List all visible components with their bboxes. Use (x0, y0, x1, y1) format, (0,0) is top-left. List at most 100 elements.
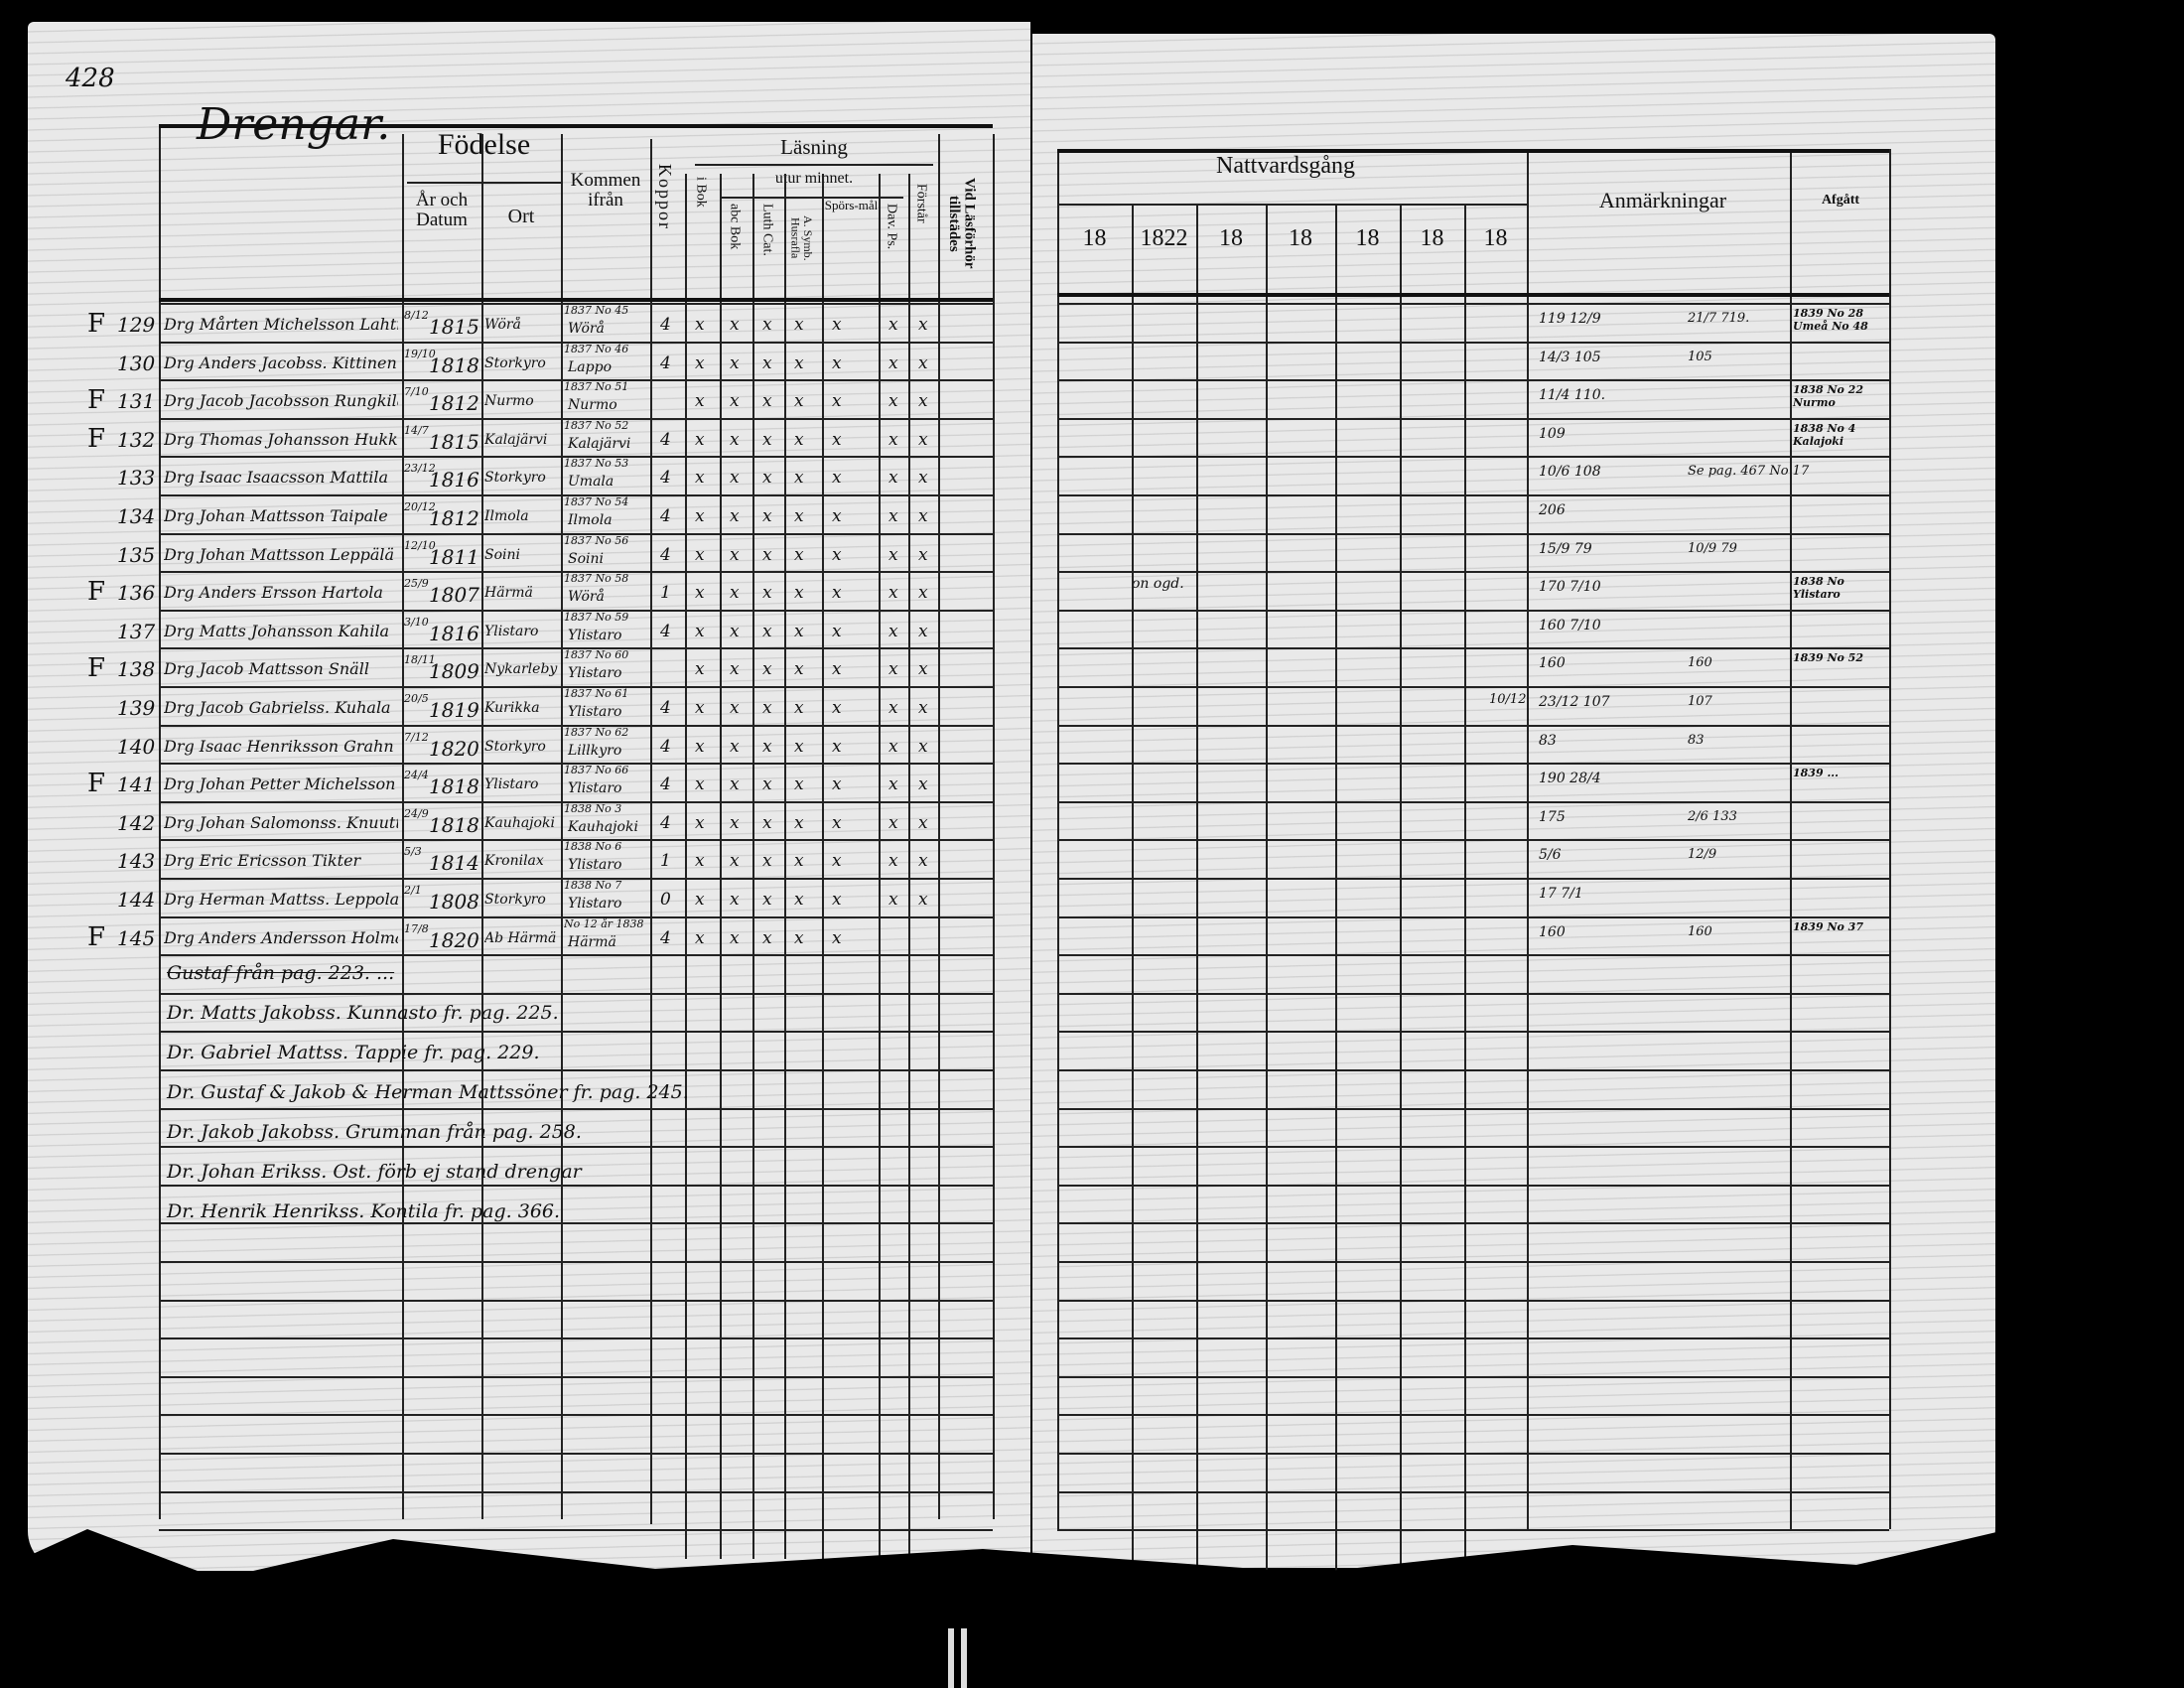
header-afgatt: Afgått (1821, 193, 1860, 208)
row-line (1057, 647, 1889, 649)
reading-mark: x (794, 545, 804, 565)
birth-date: 20/12 (404, 500, 436, 513)
person-name: Drg Johan Mattsson Taipale (164, 506, 388, 525)
table-top-line (1057, 149, 1889, 153)
reading-mark: x (918, 506, 928, 526)
row-flag: F (87, 769, 106, 798)
row-line (159, 418, 993, 420)
birth-place: Storkyro (484, 355, 546, 371)
reading-mark: x (918, 659, 928, 679)
remark-secondary: 2/6 133 (1688, 809, 1737, 824)
remark: 17 7/1 (1539, 886, 1583, 902)
birth-year: 1816 (429, 468, 479, 492)
column-line (481, 134, 483, 1519)
reading-mark: x (918, 737, 928, 757)
reading-mark: x (832, 737, 842, 757)
row-line (1057, 1146, 1889, 1148)
reading-mark: 4 (660, 506, 671, 526)
moved-from-number: 1837 No 66 (564, 764, 629, 776)
header-luth-cat: Luth Cat. (759, 204, 775, 256)
person-name: Drg Anders Andersson Holma (164, 928, 398, 947)
person-name: Drg Anders Jacobss. Kittinen (164, 353, 397, 372)
birth-place: Kalajärvi (484, 432, 548, 448)
reading-mark: x (730, 737, 740, 757)
reading-mark: x (888, 851, 898, 871)
remark: 14/3 105 (1539, 350, 1601, 365)
reading-mark: x (832, 353, 842, 373)
row-line (159, 1108, 993, 1110)
reading-mark: x (762, 430, 772, 450)
moved-from-number: 1838 No 7 (564, 879, 622, 892)
person-name: Drg Eric Ericsson Tikter (164, 851, 361, 870)
person-name: Drg Johan Salomonss. Knuuttila (164, 813, 398, 832)
moved-from-number: 1837 No 62 (564, 726, 629, 739)
moved-from-place: Wörå (568, 589, 605, 605)
note-on-ogd: on ogd. (1132, 576, 1184, 592)
birth-year: 1808 (429, 890, 479, 914)
reading-mark: x (918, 851, 928, 871)
birth-year: 1809 (429, 659, 479, 683)
row-line (1057, 1529, 1889, 1531)
reading-mark: x (695, 851, 705, 871)
reading-mark: x (730, 774, 740, 794)
person-name: Drg Johan Petter Michelsson Rakala (164, 774, 398, 793)
reading-mark: x (832, 813, 842, 833)
reading-mark: x (695, 545, 705, 565)
birth-date: 3/10 (404, 616, 429, 629)
moved-from-place: Umala (568, 474, 614, 490)
row-line (1057, 1108, 1889, 1110)
remark: 175 (1539, 809, 1566, 825)
row-line (159, 1529, 993, 1531)
row-number: 144 (117, 888, 156, 912)
birth-year: 1812 (429, 506, 479, 530)
birth-date: 14/7 (404, 424, 429, 437)
reading-mark: x (794, 315, 804, 335)
moved-from-place: Ylistaro (568, 665, 622, 681)
reading-mark: x (794, 928, 804, 948)
reading-mark: x (888, 315, 898, 335)
birth-year: 1816 (429, 622, 479, 645)
reading-mark: x (730, 813, 740, 833)
reading-mark: x (832, 774, 842, 794)
person-name: Drg Isaac Henriksson Grahn (164, 737, 394, 756)
binding-mark (948, 1628, 954, 1688)
birth-year: 1811 (429, 545, 479, 569)
moved-from-number: 1837 No 51 (564, 380, 629, 393)
row-line (1057, 1376, 1889, 1378)
added-entry: Dr. Johan Erikss. Ost. förb ej stand dre… (167, 1161, 582, 1183)
reading-mark: x (695, 622, 705, 641)
remark-secondary: 160 (1688, 924, 1712, 939)
header-fodelse: Födelse (437, 128, 531, 161)
column-line (752, 174, 754, 1559)
reading-mark: x (794, 391, 804, 411)
header-ort: Ort (507, 206, 535, 227)
remark: 160 7/10 (1539, 618, 1601, 633)
reading-mark: x (832, 545, 842, 565)
reading-mark: x (730, 890, 740, 910)
column-line (908, 174, 910, 1559)
reading-mark: x (762, 659, 772, 679)
row-line (159, 379, 993, 381)
remark-secondary: 160 (1688, 655, 1712, 670)
birth-year: 1818 (429, 813, 479, 837)
moved-from-place: Härmä (568, 934, 616, 950)
birth-place: Kronilax (484, 853, 544, 869)
birth-date: 8/12 (404, 309, 429, 322)
reading-mark: x (794, 659, 804, 679)
header-ar-och-datum: År och Datum (415, 190, 469, 230)
reading-mark: x (730, 851, 740, 871)
row-line (159, 1453, 993, 1455)
reading-mark: 4 (660, 468, 671, 488)
birth-date: 5/3 (404, 845, 422, 858)
moved-from-place: Ylistaro (568, 780, 622, 796)
departure-note: 1839 ... (1793, 767, 1839, 779)
row-flag: F (87, 922, 106, 952)
row-line (1057, 878, 1889, 880)
column-line (1196, 204, 1198, 1584)
row-line (159, 725, 993, 727)
row-line (159, 1491, 993, 1493)
row-number: 136 (117, 581, 156, 605)
binding-mark (961, 1628, 967, 1688)
right-page (1032, 34, 1995, 1568)
birth-place: Ylistaro (484, 624, 539, 639)
